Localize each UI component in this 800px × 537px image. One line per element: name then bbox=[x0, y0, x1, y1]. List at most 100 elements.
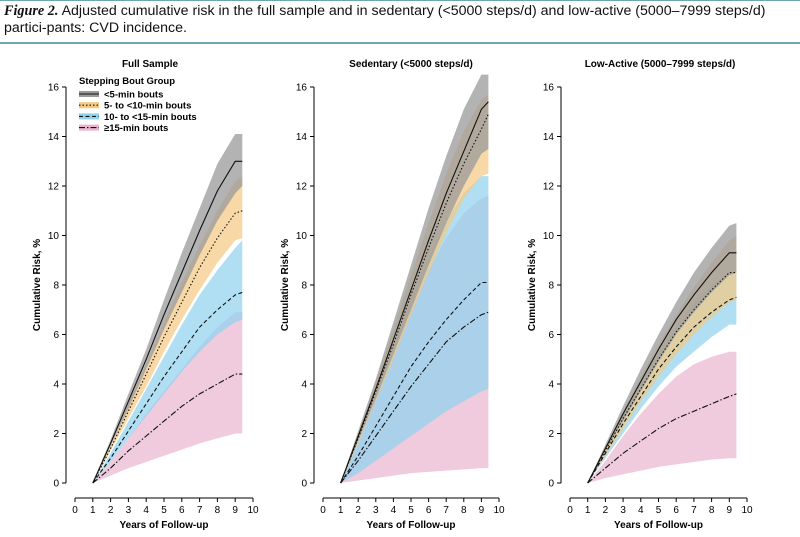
y-tick-label: 8 bbox=[301, 281, 307, 292]
x-tick-label: 10 bbox=[247, 505, 259, 516]
x-tick-label: 1 bbox=[585, 505, 591, 516]
series-line-3 bbox=[587, 296, 737, 484]
caption-bottom-rule bbox=[0, 42, 800, 44]
x-tick-label: 10 bbox=[741, 505, 753, 516]
y-tick-label: 0 bbox=[53, 479, 59, 490]
y-tick-label: 14 bbox=[543, 132, 555, 143]
x-tick-label: 3 bbox=[373, 505, 379, 516]
series-line-3 bbox=[340, 281, 489, 484]
x-tick-label: 0 bbox=[72, 505, 78, 516]
ci-band-4 bbox=[587, 351, 737, 483]
caption-top-rule bbox=[0, 0, 800, 1]
legend-label: 5- to <10-min bouts bbox=[104, 101, 191, 112]
legend-swatch-band bbox=[79, 102, 99, 109]
series-line-4 bbox=[587, 393, 737, 484]
y-tick-label: 8 bbox=[548, 281, 554, 292]
y-tick-label: 4 bbox=[548, 380, 554, 391]
x-tick-label: 4 bbox=[638, 505, 644, 516]
ci-band-3 bbox=[340, 176, 489, 483]
series-line-1 bbox=[92, 160, 243, 484]
x-tick-label: 8 bbox=[461, 505, 467, 516]
x-tick-label: 3 bbox=[126, 505, 132, 516]
y-tick-label: 16 bbox=[543, 83, 555, 94]
x-tick-label: 6 bbox=[179, 505, 185, 516]
panel-title: Full Sample bbox=[122, 59, 179, 70]
x-axis-title: Years of Follow-up bbox=[614, 520, 703, 531]
x-tick-label: 0 bbox=[567, 505, 573, 516]
x-tick-label: 0 bbox=[320, 505, 326, 516]
x-tick-label: 4 bbox=[391, 505, 397, 516]
x-tick-label: 9 bbox=[727, 505, 733, 516]
panel-3: Low-Active (5000–7999 steps/d)0246810121… bbox=[527, 59, 753, 531]
x-tick-label: 7 bbox=[197, 505, 203, 516]
x-tick-label: 10 bbox=[493, 505, 505, 516]
series-line-2 bbox=[92, 210, 243, 484]
x-axis-title: Years of Follow-up bbox=[120, 520, 209, 531]
x-tick-label: 8 bbox=[709, 505, 715, 516]
x-tick-label: 8 bbox=[215, 505, 221, 516]
series-line-1 bbox=[587, 252, 737, 484]
series-line-3 bbox=[92, 291, 243, 484]
x-tick-label: 6 bbox=[426, 505, 432, 516]
x-tick-label: 4 bbox=[143, 505, 149, 516]
x-tick-label: 1 bbox=[90, 505, 96, 516]
y-tick-label: 14 bbox=[296, 132, 308, 143]
y-tick-label: 12 bbox=[543, 182, 555, 193]
ci-band-4 bbox=[92, 312, 243, 483]
figure-label: Figure 2. bbox=[4, 3, 59, 19]
x-tick-label: 1 bbox=[338, 505, 344, 516]
legend-swatch-band bbox=[79, 124, 99, 131]
y-tick-label: 10 bbox=[296, 231, 308, 242]
y-tick-label: 2 bbox=[548, 429, 554, 440]
series-line-4 bbox=[92, 373, 243, 484]
y-tick-label: 2 bbox=[301, 429, 307, 440]
y-tick-label: 14 bbox=[48, 132, 60, 143]
x-tick-label: 9 bbox=[479, 505, 485, 516]
y-tick-label: 6 bbox=[301, 330, 307, 341]
series-line-4 bbox=[340, 311, 489, 484]
y-tick-label: 2 bbox=[53, 429, 59, 440]
y-tick-label: 0 bbox=[301, 479, 307, 490]
x-tick-label: 2 bbox=[603, 505, 609, 516]
caption-text: Adjusted cumulative risk in the full sam… bbox=[4, 3, 766, 36]
legend-label: 10- to <15-min bouts bbox=[104, 112, 197, 123]
x-tick-label: 7 bbox=[443, 505, 449, 516]
y-tick-label: 12 bbox=[48, 182, 60, 193]
y-tick-label: 16 bbox=[296, 83, 308, 94]
x-axis-title: Years of Follow-up bbox=[367, 520, 456, 531]
x-tick-label: 7 bbox=[691, 505, 697, 516]
y-tick-label: 12 bbox=[296, 182, 308, 193]
panel-title: Sedentary (<5000 steps/d) bbox=[349, 59, 473, 70]
series-line-1 bbox=[340, 101, 489, 484]
y-tick-label: 10 bbox=[48, 231, 60, 242]
y-axis-title: Cumulative Risk, % bbox=[527, 239, 538, 331]
legend-label: <5-min bouts bbox=[104, 90, 163, 101]
series-line-2 bbox=[340, 113, 489, 484]
panel-title: Low-Active (5000–7999 steps/d) bbox=[585, 59, 736, 70]
y-tick-label: 6 bbox=[548, 330, 554, 341]
x-tick-label: 5 bbox=[161, 505, 167, 516]
y-tick-label: 8 bbox=[53, 281, 59, 292]
x-tick-label: 5 bbox=[656, 505, 662, 516]
y-axis-title: Cumulative Risk, % bbox=[280, 239, 291, 331]
y-tick-label: 10 bbox=[543, 231, 555, 242]
y-tick-label: 6 bbox=[53, 330, 59, 341]
x-tick-label: 2 bbox=[355, 505, 361, 516]
y-tick-label: 4 bbox=[53, 380, 59, 391]
ci-band-3 bbox=[92, 240, 243, 483]
x-tick-label: 5 bbox=[408, 505, 414, 516]
y-tick-label: 0 bbox=[548, 479, 554, 490]
legend-label: ≥15-min bouts bbox=[104, 123, 168, 134]
series-line-2 bbox=[587, 272, 737, 484]
x-tick-label: 3 bbox=[620, 505, 626, 516]
x-tick-label: 6 bbox=[673, 505, 679, 516]
legend-title: Stepping Bout Group bbox=[79, 76, 175, 87]
figure-caption: Figure 2. Adjusted cumulative risk in th… bbox=[4, 3, 790, 37]
x-tick-label: 9 bbox=[232, 505, 238, 516]
panel-2: Sedentary (<5000 steps/d)0246810121416Cu… bbox=[280, 59, 505, 531]
x-tick-label: 2 bbox=[108, 505, 114, 516]
y-axis-title: Cumulative Risk, % bbox=[32, 239, 43, 331]
